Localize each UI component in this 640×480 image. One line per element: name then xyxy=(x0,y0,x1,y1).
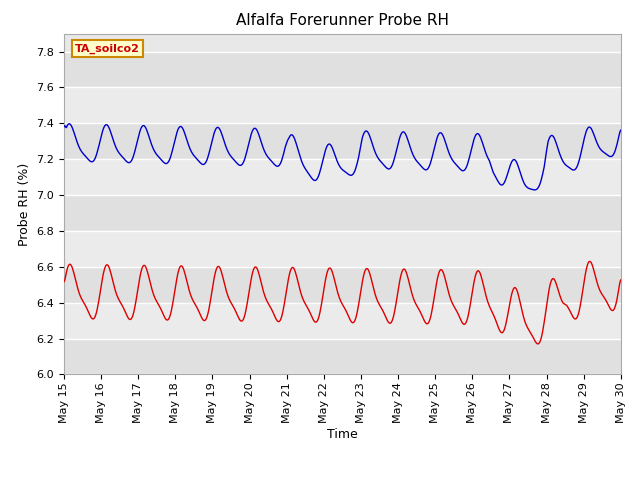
Bar xyxy=(64,338,621,374)
Bar xyxy=(64,195,621,231)
Bar xyxy=(64,231,621,267)
Bar xyxy=(64,303,621,338)
Y-axis label: Probe RH (%): Probe RH (%) xyxy=(18,162,31,246)
Bar xyxy=(64,159,621,195)
X-axis label: Time: Time xyxy=(327,429,358,442)
Bar xyxy=(64,123,621,159)
Bar xyxy=(64,87,621,123)
Text: TA_soilco2: TA_soilco2 xyxy=(75,44,140,54)
Title: Alfalfa Forerunner Probe RH: Alfalfa Forerunner Probe RH xyxy=(236,13,449,28)
Bar xyxy=(64,267,621,303)
Bar xyxy=(64,51,621,87)
